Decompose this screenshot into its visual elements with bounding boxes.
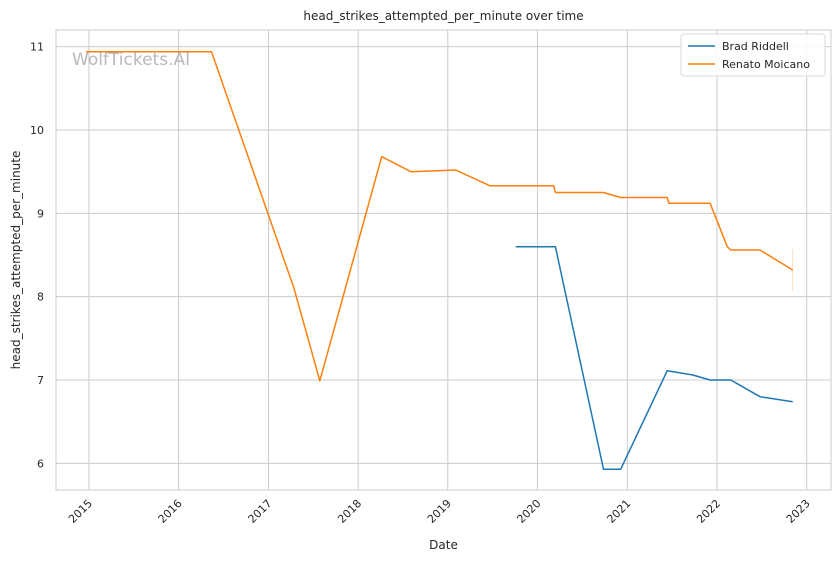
chart-title: head_strikes_attempted_per_minute over t… <box>303 9 583 23</box>
x-tick-label: 2016 <box>156 497 185 526</box>
y-tick-label: 7 <box>37 374 44 387</box>
x-tick-label: 2022 <box>694 497 723 526</box>
y-tick-label: 6 <box>37 457 44 470</box>
series-line-1 <box>86 50 794 382</box>
series-layer <box>86 50 794 470</box>
y-tick-label: 8 <box>37 291 44 304</box>
y-tick-label: 9 <box>37 207 44 220</box>
legend-label-0: Brad Riddell <box>722 40 789 53</box>
x-tick-label: 2017 <box>246 497 275 526</box>
grid <box>56 30 831 490</box>
x-tick-label: 2019 <box>425 497 454 526</box>
y-axis-label: head_strikes_attempted_per_minute <box>9 151 23 370</box>
x-axis-label: Date <box>429 538 458 552</box>
y-tick-label: 10 <box>30 124 44 137</box>
x-tick-label: 2020 <box>515 497 544 526</box>
x-tick-label: 2021 <box>604 497 633 526</box>
x-axis-ticks: 2015 2016 2017 2018 2019 2020 2021 2022 2023 <box>66 497 813 526</box>
legend-label-1: Renato Moicano <box>722 58 810 71</box>
watermark: WolfTickets.AI <box>72 50 190 70</box>
y-axis-ticks: 6 7 8 9 10 11 <box>30 41 44 471</box>
plot-area-frame <box>55 29 832 491</box>
legend-box <box>680 33 826 77</box>
series-line-0 <box>515 245 793 470</box>
x-tick-label: 2015 <box>66 497 95 526</box>
legend: Brad Riddell Renato Moicano <box>680 33 826 77</box>
x-tick-label: 2023 <box>784 497 813 526</box>
y-tick-label: 11 <box>30 41 44 54</box>
x-tick-label: 2018 <box>335 497 364 526</box>
